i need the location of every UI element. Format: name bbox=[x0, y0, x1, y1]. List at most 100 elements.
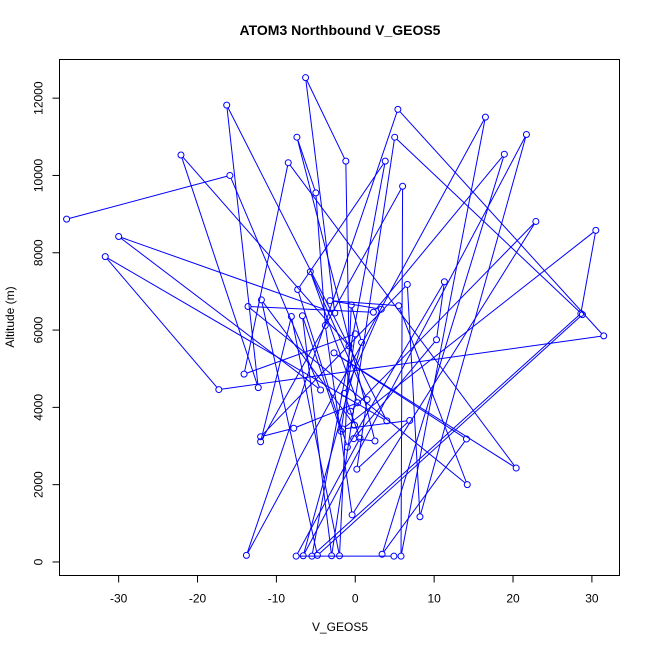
series-line-segment bbox=[311, 274, 367, 398]
data-point bbox=[500, 150, 508, 158]
series-line-segment bbox=[382, 156, 504, 552]
data-point bbox=[399, 182, 407, 190]
data-point bbox=[177, 151, 185, 159]
x-tick-label: 0 bbox=[352, 592, 359, 606]
data-point bbox=[290, 424, 298, 432]
data-point bbox=[223, 101, 231, 109]
data-point bbox=[532, 217, 540, 225]
data-point bbox=[383, 417, 391, 425]
series-line-segment bbox=[120, 237, 319, 389]
series-line-segment bbox=[313, 315, 579, 555]
series-line-segment bbox=[319, 316, 581, 554]
data-point bbox=[330, 349, 338, 357]
series-line-segment bbox=[121, 237, 333, 313]
y-tick-label: 12000 bbox=[32, 81, 46, 115]
series-line-segment bbox=[332, 300, 396, 306]
series-line-segment bbox=[306, 80, 345, 159]
series-line-segment bbox=[247, 119, 485, 554]
y-tick-label: 8000 bbox=[32, 239, 46, 266]
x-tick-label: -20 bbox=[189, 592, 207, 606]
y-tick-label: 4000 bbox=[32, 394, 46, 421]
data-point bbox=[331, 309, 339, 317]
series-line-segment bbox=[244, 165, 289, 372]
data-point bbox=[298, 312, 306, 320]
series-line-segment bbox=[297, 139, 316, 191]
data-point bbox=[313, 551, 321, 559]
data-point bbox=[440, 278, 448, 286]
data-point bbox=[347, 301, 355, 309]
data-point bbox=[350, 421, 358, 429]
series-line-segment bbox=[336, 354, 465, 438]
data-point bbox=[406, 417, 414, 425]
plot-frame bbox=[59, 59, 620, 576]
data-point bbox=[244, 302, 252, 310]
series-line-segment bbox=[353, 223, 535, 513]
points-layer bbox=[63, 74, 608, 560]
data-point bbox=[284, 159, 292, 167]
y-tick-label: 10000 bbox=[32, 158, 46, 192]
series-line-segment bbox=[356, 438, 373, 442]
series-line-segment bbox=[355, 341, 435, 437]
series-line-segment bbox=[420, 137, 527, 514]
data-point bbox=[356, 434, 364, 442]
x-tick-label: 30 bbox=[585, 592, 599, 606]
series-line-segment bbox=[344, 396, 360, 436]
x-tick-label: -30 bbox=[110, 592, 128, 606]
series-line-segment bbox=[315, 195, 326, 323]
data-point bbox=[416, 513, 424, 521]
data-point bbox=[369, 308, 377, 316]
data-point bbox=[299, 552, 307, 560]
data-point bbox=[215, 386, 223, 394]
series-line-segment bbox=[246, 334, 353, 374]
data-point bbox=[63, 215, 71, 223]
y-tick-label: 0 bbox=[32, 558, 46, 565]
data-point bbox=[336, 552, 343, 560]
data-point bbox=[345, 342, 353, 350]
series-line-segment bbox=[226, 108, 259, 385]
series-line-segment bbox=[297, 139, 375, 439]
data-point bbox=[378, 550, 386, 558]
data-point bbox=[293, 133, 301, 141]
data-point bbox=[347, 407, 355, 415]
data-point bbox=[381, 157, 389, 165]
data-point bbox=[328, 552, 336, 560]
series-line-segment bbox=[383, 441, 466, 553]
data-point bbox=[340, 389, 348, 397]
data-point bbox=[353, 465, 361, 473]
series-line-segment bbox=[311, 164, 386, 554]
data-point bbox=[306, 268, 314, 276]
data-point bbox=[342, 157, 350, 165]
series-line-segment bbox=[358, 422, 408, 468]
series-line-segment bbox=[344, 311, 381, 391]
data-point bbox=[395, 302, 403, 310]
series-line-segment bbox=[250, 306, 371, 313]
data-point bbox=[481, 113, 489, 121]
data-point bbox=[358, 338, 366, 346]
data-point bbox=[287, 313, 295, 321]
series-line-segment bbox=[182, 156, 348, 344]
series-line-segment bbox=[396, 138, 581, 313]
series-line-segment bbox=[356, 402, 368, 467]
data-point bbox=[390, 552, 398, 560]
data-point bbox=[226, 171, 234, 179]
series-line-segment bbox=[246, 112, 398, 553]
data-point bbox=[240, 370, 248, 378]
series-line-segment bbox=[302, 318, 332, 553]
data-point bbox=[463, 481, 471, 489]
series-line-segment bbox=[260, 319, 292, 439]
series-line-segment bbox=[261, 302, 318, 553]
data-point bbox=[433, 336, 441, 344]
series-line-segment bbox=[227, 107, 386, 419]
series-line-segment bbox=[291, 319, 340, 553]
data-point bbox=[394, 105, 402, 113]
data-point bbox=[512, 464, 520, 472]
series-line-segment bbox=[344, 231, 594, 428]
series-line-segment bbox=[332, 300, 379, 310]
data-point bbox=[302, 74, 310, 82]
series-line-segment bbox=[374, 156, 503, 311]
series-line-segment bbox=[298, 163, 384, 288]
series-line-segment bbox=[303, 345, 362, 554]
data-point bbox=[257, 296, 265, 304]
series-line-segment bbox=[331, 140, 395, 553]
data-point bbox=[326, 297, 334, 305]
